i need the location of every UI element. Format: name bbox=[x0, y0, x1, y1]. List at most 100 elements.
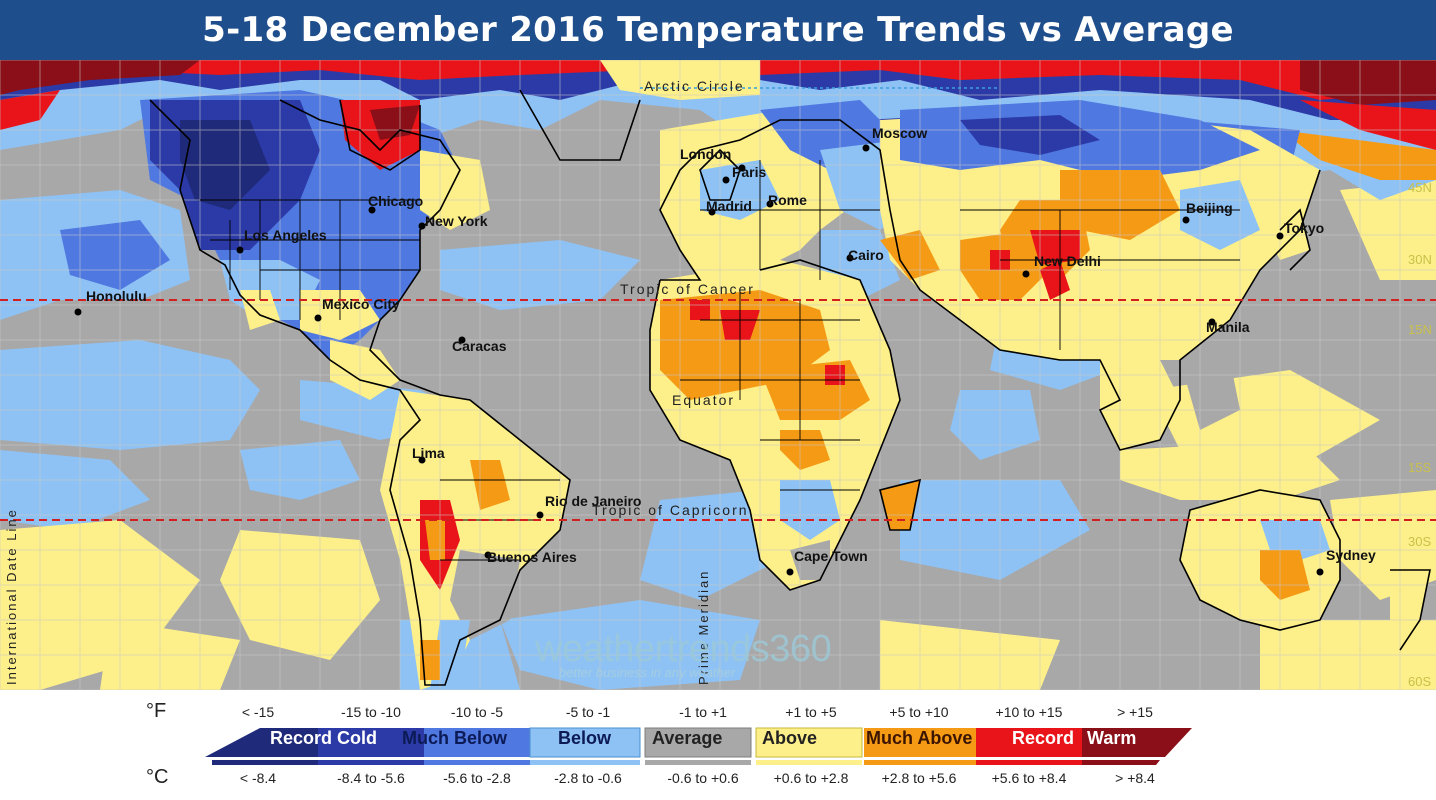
city-dot bbox=[458, 336, 466, 344]
city-dot bbox=[1316, 568, 1324, 576]
international-date-line-label: International Date Line bbox=[4, 508, 19, 685]
page-title: 5-18 December 2016 Temperature Trends vs… bbox=[202, 10, 1234, 50]
legend-swatch-below bbox=[529, 727, 641, 758]
city-dot bbox=[418, 456, 426, 464]
latitude-label-15n: 15N bbox=[1408, 322, 1432, 337]
legend-swatch-above bbox=[755, 727, 863, 758]
celsius-range-label: < -8.4 bbox=[239, 770, 277, 786]
city-dot bbox=[536, 511, 544, 519]
legend-swatch-record-warm bbox=[976, 728, 1082, 757]
city-dot bbox=[1182, 216, 1190, 224]
latitude-label-60s: 60S bbox=[1408, 674, 1432, 689]
legend-swatch-record-cold-dark bbox=[205, 728, 318, 757]
celsius-range-label: -8.4 to -5.6 bbox=[337, 770, 405, 786]
legend-swatch-much-below bbox=[424, 728, 530, 757]
legend-swatch-much-above bbox=[864, 728, 976, 757]
city-label-buenos-aires: Buenos Aires bbox=[487, 549, 577, 565]
city-markers bbox=[74, 144, 1324, 576]
legend-swatch-average bbox=[644, 727, 752, 758]
fahrenheit-range-label: +10 to +15 bbox=[995, 704, 1063, 720]
legend-label-record-cold: Record Cold bbox=[270, 728, 378, 748]
city-label-london: London bbox=[680, 146, 732, 162]
city-label-new-delhi: New Delhi bbox=[1034, 253, 1101, 269]
title-bar: 5-18 December 2016 Temperature Trends vs… bbox=[0, 0, 1436, 60]
tropic-of-capricorn-label: Tropic of Capricorn bbox=[592, 502, 749, 518]
borders bbox=[200, 160, 1240, 561]
city-dot bbox=[846, 254, 854, 262]
city-label-moscow: Moscow bbox=[872, 125, 928, 141]
city-label-cape-town: Cape Town bbox=[794, 548, 868, 564]
celsius-range-label: +5.6 to +8.4 bbox=[991, 770, 1067, 786]
city-dot bbox=[1276, 232, 1284, 240]
city-label-manila: Manila bbox=[1206, 319, 1250, 335]
latitude-label-15s: 15S bbox=[1408, 460, 1432, 475]
latitude-label-30n: 30N bbox=[1408, 252, 1432, 267]
celsius-range-label: -2.8 to -0.6 bbox=[554, 770, 622, 786]
legend-swatch-record-cold bbox=[318, 728, 424, 757]
legend-label-below: Below bbox=[558, 728, 612, 748]
city-dot bbox=[74, 308, 82, 316]
coastlines bbox=[149, 89, 1431, 686]
city-dot bbox=[1208, 318, 1216, 326]
celsius-unit: °C bbox=[146, 766, 169, 788]
city-dot bbox=[738, 164, 746, 172]
legend-label-much-below: Much Below bbox=[402, 728, 508, 748]
legend-swatch-record-warm-dark bbox=[1082, 728, 1192, 757]
tropic-of-cancer-label: Tropic of Cancer bbox=[620, 281, 755, 297]
legend: °F °C < -15 -15 to -10 -10 to -5 -5 to -1 -1… bbox=[0, 690, 1436, 800]
city-dot bbox=[418, 222, 426, 230]
legend-color-bar bbox=[205, 727, 1192, 765]
latitude-label-45n: 45N bbox=[1408, 180, 1432, 195]
city-dot bbox=[1022, 270, 1030, 278]
celsius-range-label: +0.6 to +2.8 bbox=[773, 770, 849, 786]
city-dot bbox=[236, 246, 244, 254]
city-label-rio-de-janeiro: Rio de Janeiro bbox=[545, 493, 642, 509]
fahrenheit-range-label: -10 to -5 bbox=[450, 704, 504, 720]
map-graphic bbox=[0, 60, 1436, 690]
celsius-range-label: +2.8 to +5.6 bbox=[881, 770, 957, 786]
city-label-madrid: Madrid bbox=[706, 198, 752, 214]
africa bbox=[650, 260, 920, 590]
city-label-sydney: Sydney bbox=[1326, 547, 1376, 563]
arctic-circle-label: Arctic Circle bbox=[644, 78, 745, 94]
celsius-range-label: -5.6 to -2.8 bbox=[443, 770, 511, 786]
city-label-paris: Paris bbox=[732, 164, 767, 180]
legend-label-warm: Warm bbox=[1087, 728, 1137, 748]
equator-label: Equator bbox=[672, 392, 736, 408]
city-dot bbox=[484, 551, 492, 559]
city-dot bbox=[786, 568, 794, 576]
legend-label-above: Above bbox=[762, 728, 818, 748]
legend-label-much-above: Much Above bbox=[866, 728, 973, 748]
city-label-rome: Rome bbox=[768, 192, 807, 208]
city-label-cairo: Cairo bbox=[848, 247, 884, 263]
fahrenheit-range-label: -5 to -1 bbox=[565, 704, 611, 720]
city-dot bbox=[766, 200, 774, 208]
city-label-chicago: Chicago bbox=[368, 193, 424, 209]
city-label-lima: Lima bbox=[412, 445, 445, 461]
city-dot bbox=[314, 314, 322, 322]
city-label-los-angeles: Los Angeles bbox=[244, 227, 327, 243]
watermark-tagline: better business in any weather bbox=[559, 665, 736, 680]
fahrenheit-unit: °F bbox=[146, 700, 167, 722]
legend-label-average: Average bbox=[652, 728, 723, 748]
city-label-new-york: New York bbox=[425, 213, 488, 229]
fahrenheit-range-label: > +15 bbox=[1117, 704, 1153, 720]
fahrenheit-range-label: +1 to +5 bbox=[785, 704, 837, 720]
temperature-anomaly-map: Honolulu Los Angeles Chicago New York Me… bbox=[0, 60, 1436, 690]
city-label-honolulu: Honolulu bbox=[86, 288, 147, 304]
latitude-label-30s: 30S bbox=[1408, 534, 1432, 549]
fahrenheit-range-label: < -15 bbox=[241, 704, 275, 720]
city-dot bbox=[368, 206, 376, 214]
fahrenheit-range-label: -15 to -10 bbox=[341, 704, 401, 720]
city-dot bbox=[722, 176, 730, 184]
city-label-tokyo: Tokyo bbox=[1284, 220, 1325, 236]
legend-label-record: Record bbox=[1012, 728, 1075, 748]
fahrenheit-range-label: +5 to +10 bbox=[889, 704, 949, 720]
city-label-caracas: Caracas bbox=[452, 338, 507, 354]
city-dot bbox=[862, 144, 870, 152]
fahrenheit-range-label: -1 to +1 bbox=[679, 704, 727, 720]
watermark-brand: weathertrends360 bbox=[535, 628, 832, 670]
watermark: weathertrends360 better business in any … bbox=[535, 628, 832, 680]
city-dot bbox=[708, 208, 716, 216]
celsius-range-label: -0.6 to +0.6 bbox=[667, 770, 739, 786]
